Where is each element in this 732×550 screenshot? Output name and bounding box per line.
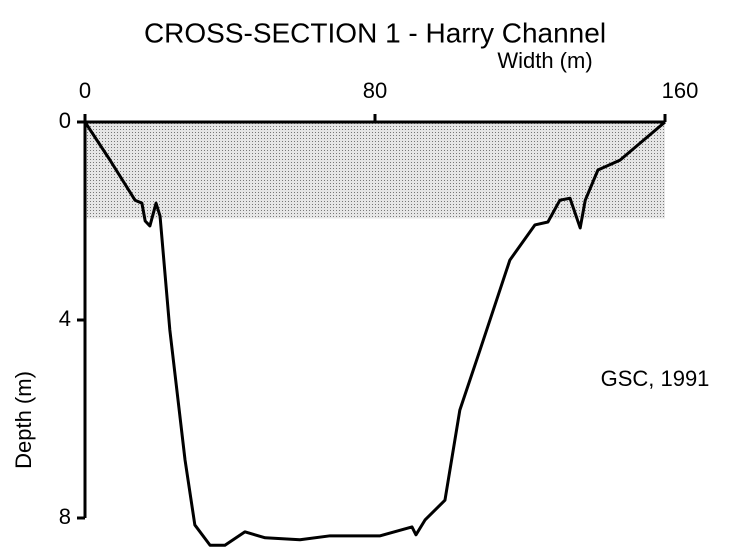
x-axis-label: Width (m) [497,48,592,73]
y-tick-label: 0 [59,108,71,133]
y-axis-label: Depth (m) [11,371,36,469]
y-tick-label: 8 [59,504,71,529]
x-tick-label: 160 [662,78,699,103]
y-tick-label: 4 [59,306,71,331]
shaded-band [85,122,665,219]
profile-line [83,120,666,547]
annotation: GSC, 1991 [601,366,710,391]
chart-title: CROSS-SECTION 1 - Harry Channel [144,17,606,48]
x-tick-label: 0 [79,78,91,103]
x-tick-label: 80 [363,78,387,103]
